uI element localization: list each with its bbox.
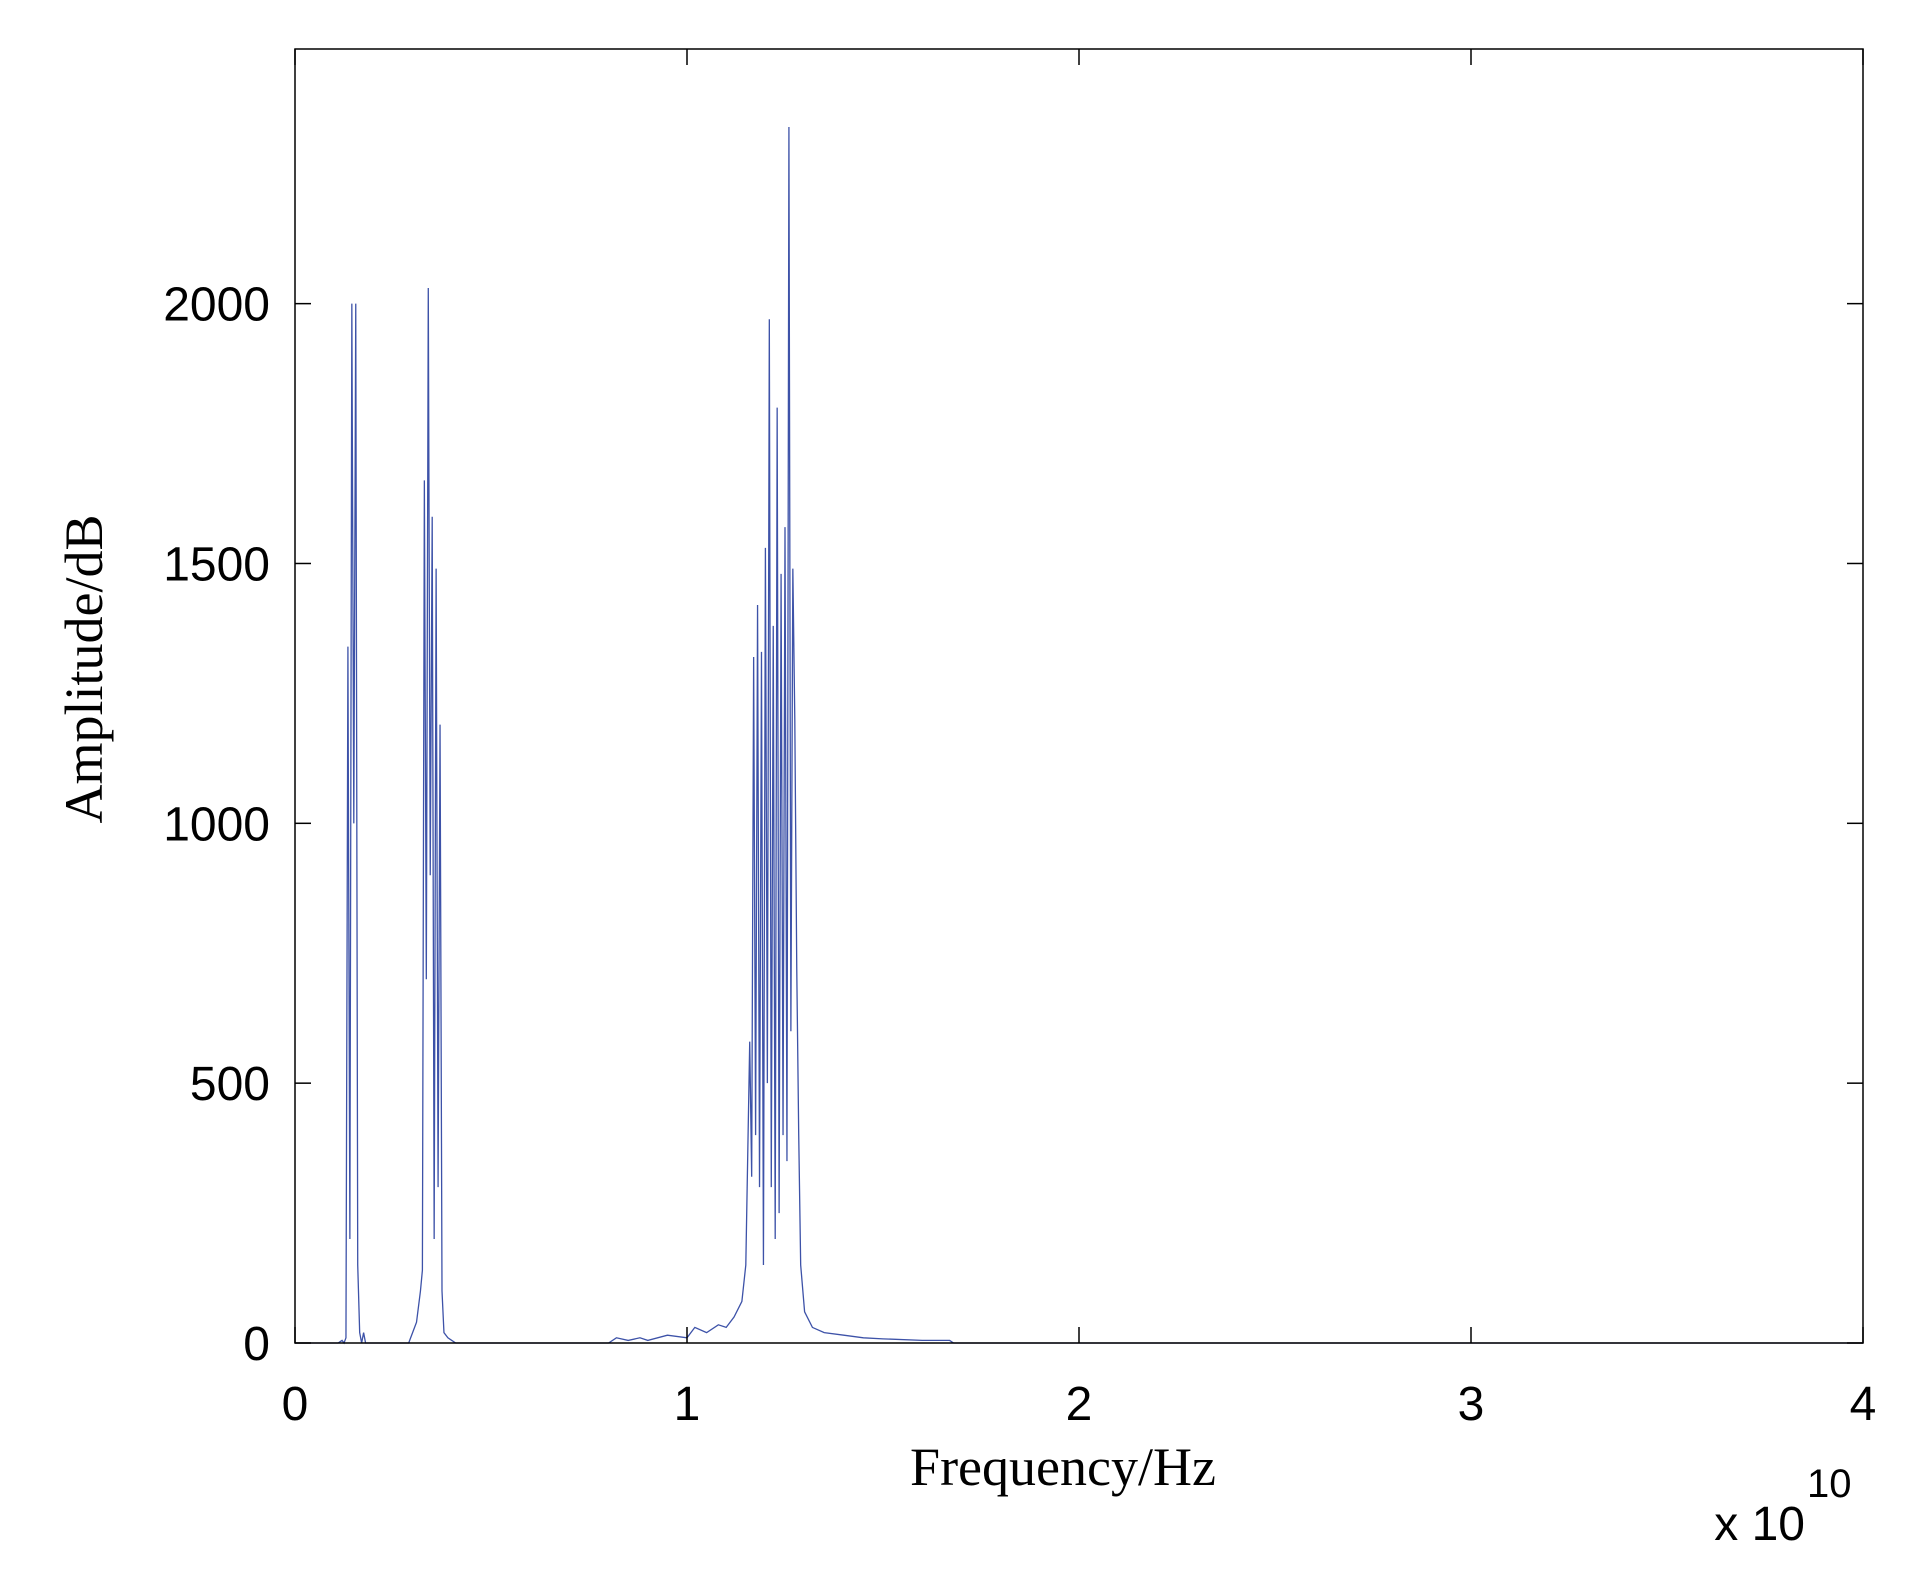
y-axis-label: Amplitude/dB — [54, 515, 114, 824]
x-tick-label: 2 — [1066, 1378, 1093, 1431]
y-tick-label: 0 — [243, 1318, 270, 1371]
y-tick-label: 1500 — [163, 538, 270, 591]
x-tick-label: 0 — [282, 1378, 309, 1431]
x-axis-label: Frequency/Hz — [910, 1437, 1216, 1497]
y-tick-label: 500 — [190, 1058, 270, 1111]
y-tick-label: 2000 — [163, 279, 270, 332]
x-tick-label: 1 — [674, 1378, 701, 1431]
x-multiplier-exponent: 10 — [1807, 1462, 1852, 1506]
x-tick-label: 4 — [1850, 1378, 1877, 1431]
x-tick-label: 3 — [1458, 1378, 1485, 1431]
y-tick-label: 1000 — [163, 798, 270, 851]
x-multiplier: x 10 — [1714, 1498, 1805, 1551]
